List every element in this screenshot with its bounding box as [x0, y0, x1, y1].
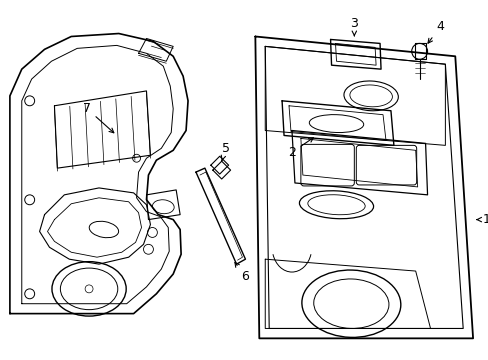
Ellipse shape	[309, 114, 363, 132]
Ellipse shape	[152, 200, 174, 214]
Text: 4: 4	[427, 20, 444, 43]
Text: 2: 2	[287, 138, 313, 159]
FancyBboxPatch shape	[300, 144, 354, 186]
Circle shape	[147, 228, 157, 237]
Ellipse shape	[313, 279, 388, 328]
Text: 5: 5	[221, 142, 229, 161]
Circle shape	[132, 154, 140, 162]
FancyBboxPatch shape	[356, 145, 416, 185]
Ellipse shape	[89, 221, 119, 238]
Circle shape	[25, 96, 35, 106]
Ellipse shape	[301, 270, 400, 337]
Circle shape	[25, 289, 35, 299]
Text: 6: 6	[234, 262, 249, 283]
Text: 7: 7	[83, 102, 114, 133]
Ellipse shape	[307, 195, 365, 215]
Circle shape	[411, 44, 427, 59]
Ellipse shape	[349, 85, 391, 107]
Circle shape	[25, 195, 35, 205]
Ellipse shape	[52, 262, 126, 316]
Ellipse shape	[60, 268, 118, 310]
Text: 3: 3	[350, 17, 358, 36]
Circle shape	[143, 244, 153, 254]
Text: 1: 1	[476, 213, 488, 226]
Ellipse shape	[343, 81, 398, 111]
Circle shape	[85, 285, 93, 293]
Ellipse shape	[299, 191, 373, 219]
